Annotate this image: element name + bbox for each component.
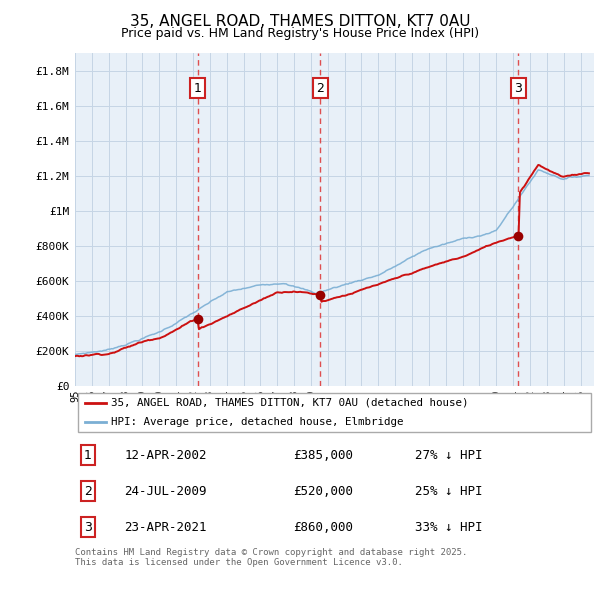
Text: Price paid vs. HM Land Registry's House Price Index (HPI): Price paid vs. HM Land Registry's House … xyxy=(121,27,479,40)
FancyBboxPatch shape xyxy=(77,394,592,431)
Text: 35, ANGEL ROAD, THAMES DITTON, KT7 0AU: 35, ANGEL ROAD, THAMES DITTON, KT7 0AU xyxy=(130,14,470,28)
Text: 1: 1 xyxy=(194,81,202,94)
Text: 35, ANGEL ROAD, THAMES DITTON, KT7 0AU (detached house): 35, ANGEL ROAD, THAMES DITTON, KT7 0AU (… xyxy=(112,398,469,408)
Text: £385,000: £385,000 xyxy=(293,448,353,461)
Text: 25% ↓ HPI: 25% ↓ HPI xyxy=(415,484,482,498)
Text: 3: 3 xyxy=(84,521,92,534)
Text: Contains HM Land Registry data © Crown copyright and database right 2025.
This d: Contains HM Land Registry data © Crown c… xyxy=(75,548,467,567)
Text: 2: 2 xyxy=(316,81,324,94)
Text: 24-JUL-2009: 24-JUL-2009 xyxy=(124,484,207,498)
Text: 3: 3 xyxy=(514,81,522,94)
Text: 12-APR-2002: 12-APR-2002 xyxy=(124,448,207,461)
Text: 33% ↓ HPI: 33% ↓ HPI xyxy=(415,521,482,534)
Text: 2: 2 xyxy=(84,484,92,498)
Text: HPI: Average price, detached house, Elmbridge: HPI: Average price, detached house, Elmb… xyxy=(112,417,404,427)
Text: £860,000: £860,000 xyxy=(293,521,353,534)
Text: £520,000: £520,000 xyxy=(293,484,353,498)
Text: 1: 1 xyxy=(84,448,92,461)
Text: 27% ↓ HPI: 27% ↓ HPI xyxy=(415,448,482,461)
Text: 23-APR-2021: 23-APR-2021 xyxy=(124,521,207,534)
